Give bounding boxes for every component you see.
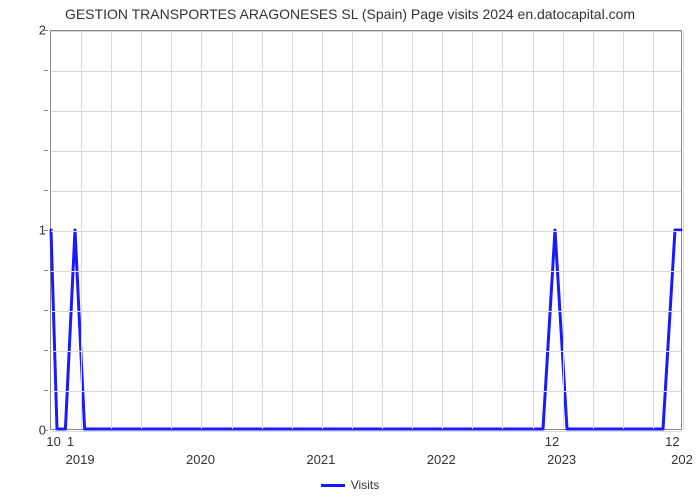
- x-tick-label: 12: [545, 434, 559, 449]
- gridline-vertical: [171, 31, 172, 429]
- x-tick-label: 12: [665, 434, 679, 449]
- gridline-horizontal: [51, 431, 681, 432]
- series-line: [51, 31, 681, 429]
- gridline-vertical: [412, 31, 413, 429]
- y-minor-tick: [44, 30, 48, 31]
- gridline-vertical: [653, 31, 654, 429]
- x-year-label: 2020: [186, 452, 215, 467]
- gridline-vertical: [593, 31, 594, 429]
- gridline-horizontal: [51, 351, 681, 352]
- x-tick-label: 1: [67, 434, 74, 449]
- gridline-horizontal: [51, 151, 681, 152]
- gridline-horizontal: [51, 31, 681, 32]
- legend-label: Visits: [351, 478, 379, 492]
- y-minor-tick: [44, 70, 48, 71]
- y-minor-tick: [44, 150, 48, 151]
- gridline-vertical: [382, 31, 383, 429]
- gridline-vertical: [292, 31, 293, 429]
- gridline-vertical: [683, 31, 684, 429]
- x-year-label: 2021: [306, 452, 335, 467]
- gridline-horizontal: [51, 71, 681, 72]
- x-year-label: 2019: [66, 452, 95, 467]
- gridline-vertical: [262, 31, 263, 429]
- chart-container: { "chart": { "type": "line", "title": "G…: [0, 0, 700, 500]
- x-year-label: 2023: [547, 452, 576, 467]
- legend-swatch: [321, 484, 345, 487]
- gridline-vertical: [111, 31, 112, 429]
- gridline-vertical: [442, 31, 443, 429]
- gridline-horizontal: [51, 391, 681, 392]
- y-minor-tick: [44, 350, 48, 351]
- legend: Visits: [0, 478, 700, 492]
- gridline-vertical: [352, 31, 353, 429]
- gridline-vertical: [623, 31, 624, 429]
- y-minor-tick: [44, 190, 48, 191]
- gridline-vertical: [232, 31, 233, 429]
- gridline-vertical: [502, 31, 503, 429]
- gridline-horizontal: [51, 231, 681, 232]
- y-minor-tick: [44, 270, 48, 271]
- y-minor-tick: [44, 110, 48, 111]
- y-minor-tick: [44, 430, 48, 431]
- plot-area: [50, 30, 682, 430]
- x-year-label: 202: [671, 452, 693, 467]
- gridline-horizontal: [51, 191, 681, 192]
- x-year-label: 2022: [427, 452, 456, 467]
- gridline-vertical: [533, 31, 534, 429]
- y-minor-tick: [44, 230, 48, 231]
- gridline-vertical: [141, 31, 142, 429]
- x-tick-label: 10: [46, 434, 60, 449]
- gridline-horizontal: [51, 111, 681, 112]
- y-minor-tick: [44, 310, 48, 311]
- gridline-vertical: [563, 31, 564, 429]
- y-minor-tick: [44, 390, 48, 391]
- gridline-horizontal: [51, 311, 681, 312]
- gridline-vertical: [472, 31, 473, 429]
- gridline-vertical: [201, 31, 202, 429]
- gridline-vertical: [322, 31, 323, 429]
- chart-title: GESTION TRANSPORTES ARAGONESES SL (Spain…: [0, 6, 700, 22]
- gridline-horizontal: [51, 271, 681, 272]
- gridline-vertical: [81, 31, 82, 429]
